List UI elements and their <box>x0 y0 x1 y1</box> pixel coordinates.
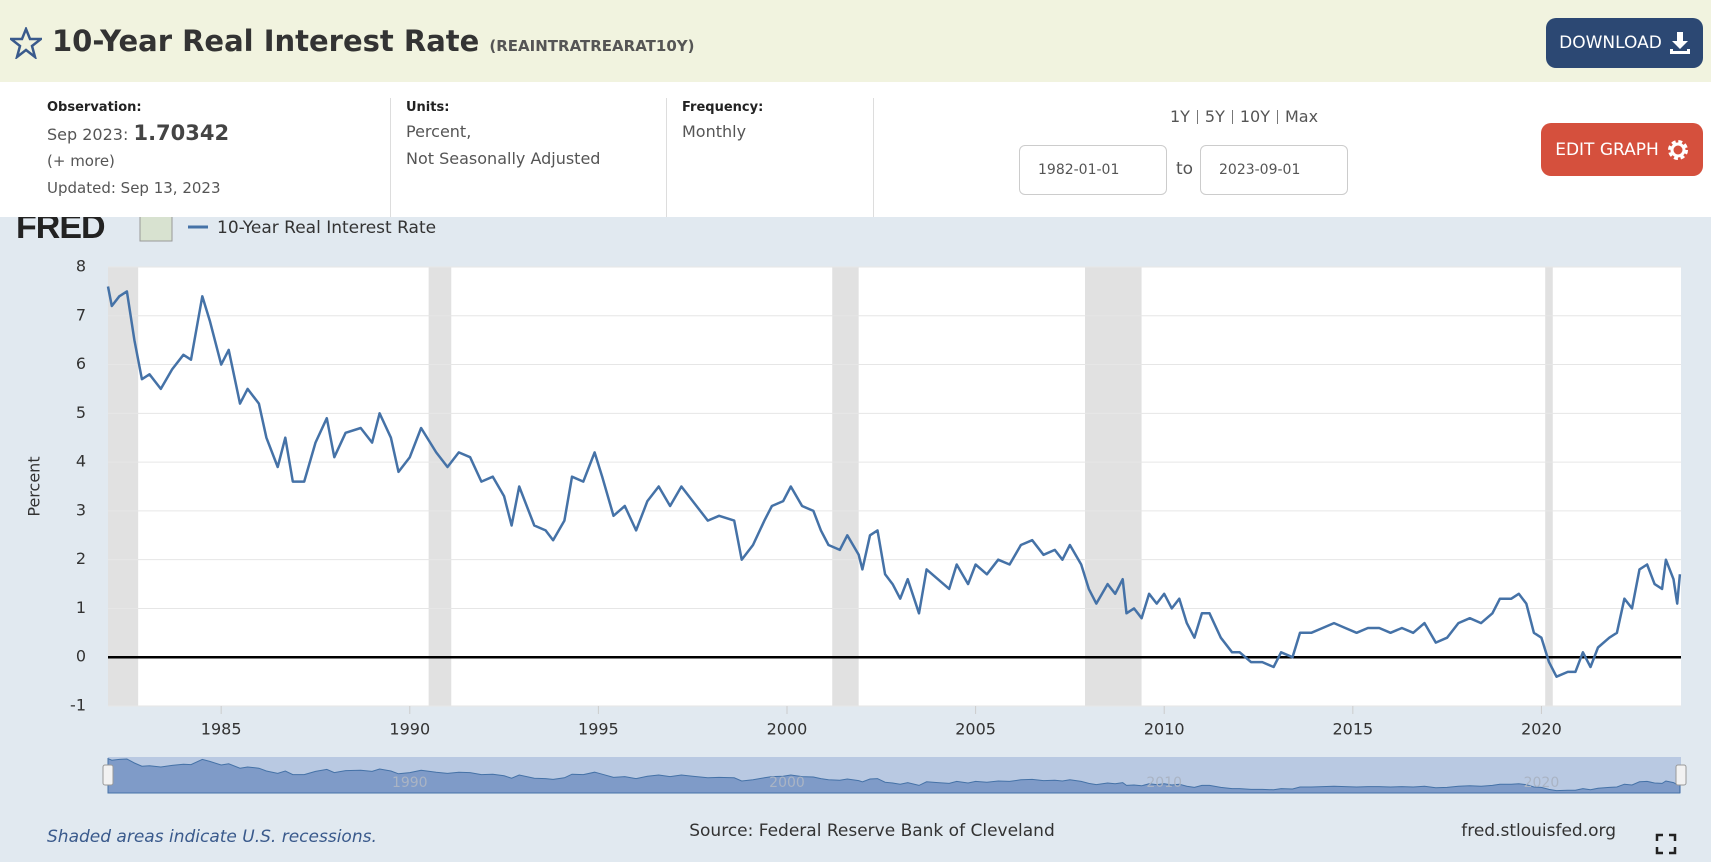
navigator-area <box>107 757 1681 794</box>
units: Not Seasonally Adjusted <box>406 149 601 168</box>
series-line <box>106 286 1682 678</box>
more-link[interactable]: (+ more) <box>47 152 115 170</box>
x-tick-label: 1985 <box>201 720 242 739</box>
site: fred.stlouisfed.org <box>1461 821 1616 841</box>
source: Source: Federal Reserve Bank of Clevelan… <box>689 821 1055 841</box>
recession-band <box>428 267 452 706</box>
frequency-label: Frequency: <box>682 100 764 115</box>
title-text: 10-Year Real Interest Rate <box>52 24 480 58</box>
x-tick-label: 1995 <box>578 720 619 739</box>
edit-label: EDIT GRAPH <box>1555 139 1659 160</box>
x-tick-label: 2020 <box>1521 720 1562 739</box>
y-tick-label: 3 <box>76 500 86 519</box>
range-button[interactable]: Max <box>1276 109 1325 125</box>
plot-area <box>108 267 1681 706</box>
gear-icon <box>1667 139 1688 160</box>
observation-label: Observation: <box>47 100 142 115</box>
y-tick-label: 6 <box>76 354 86 373</box>
units-label: Units: <box>406 100 450 115</box>
observation-date: Sep 2023: <box>47 125 129 144</box>
navigator-handle <box>1675 764 1687 786</box>
brand-logo: FRED <box>16 217 105 246</box>
updated: Updated: Sep 13, 2023 <box>47 179 221 197</box>
y-tick-label: 8 <box>76 257 86 276</box>
y-tick-label: 1 <box>76 598 86 617</box>
observation-value: 1.70342 <box>133 121 230 145</box>
fullscreen-icon[interactable] <box>1655 833 1677 855</box>
chart: FRED 10-Year Real Interest Rate -1 0 1 2 3 4 5 6 7… <box>0 217 1711 862</box>
brand-icon <box>139 217 173 242</box>
recession-band <box>1545 267 1553 706</box>
divider <box>873 98 874 217</box>
y-axis-label: Percent <box>25 456 44 516</box>
navigator-label: 2020 <box>1524 775 1560 791</box>
divider <box>390 98 391 217</box>
y-tick-label: 5 <box>76 403 86 422</box>
edit-graph-button[interactable]: EDIT GRAPH <box>1541 123 1703 176</box>
star-icon[interactable] <box>10 27 42 59</box>
range-button[interactable]: 1Y <box>1169 107 1190 126</box>
frequency: Monthly <box>682 122 747 141</box>
legend-label: 10-Year Real Interest Rate <box>217 218 436 238</box>
series-id: (REAINTRATREARAT10Y) <box>489 37 695 55</box>
y-tick-label: 4 <box>76 452 86 471</box>
y-tick-label: 2 <box>76 549 86 568</box>
range-button[interactable]: 5Y <box>1196 109 1232 125</box>
navigator-label: 2010 <box>1146 775 1182 791</box>
x-tick-label: 2000 <box>767 720 808 739</box>
x-tick-label: 2005 <box>955 720 996 739</box>
range-buttons: 1Y 5Y 10Y Max <box>1102 103 1386 130</box>
recession-note: Shaded areas indicate U.S. recessions. <box>47 827 377 847</box>
start-date[interactable]: 1982-01-01 <box>1019 145 1167 195</box>
x-tick-label: 1990 <box>389 720 430 739</box>
download-button[interactable]: DOWNLOAD <box>1546 18 1703 68</box>
recession-band <box>832 267 859 706</box>
y-tick-label: -1 <box>70 696 86 715</box>
divider <box>666 98 667 217</box>
y-tick-label: 7 <box>76 305 86 324</box>
navigator-label: 2000 <box>769 775 805 791</box>
navigator-handle <box>102 764 114 786</box>
y-tick-label: 0 <box>76 647 86 666</box>
units: Percent, <box>406 122 472 141</box>
range-button[interactable]: 10Y <box>1231 109 1277 125</box>
navigator-label: 1990 <box>392 775 428 791</box>
download-icon <box>1669 32 1690 54</box>
end-date[interactable]: 2023-09-01 <box>1200 145 1348 195</box>
header-bar <box>0 0 1711 82</box>
title: 10-Year Real Interest Rate (REAINTRATREA… <box>52 24 694 58</box>
download-label: DOWNLOAD <box>1559 33 1662 53</box>
to-label: to <box>1176 159 1194 179</box>
x-tick-label: 2015 <box>1332 720 1373 739</box>
recession-band <box>1084 267 1142 706</box>
x-tick-label: 2010 <box>1144 720 1185 739</box>
